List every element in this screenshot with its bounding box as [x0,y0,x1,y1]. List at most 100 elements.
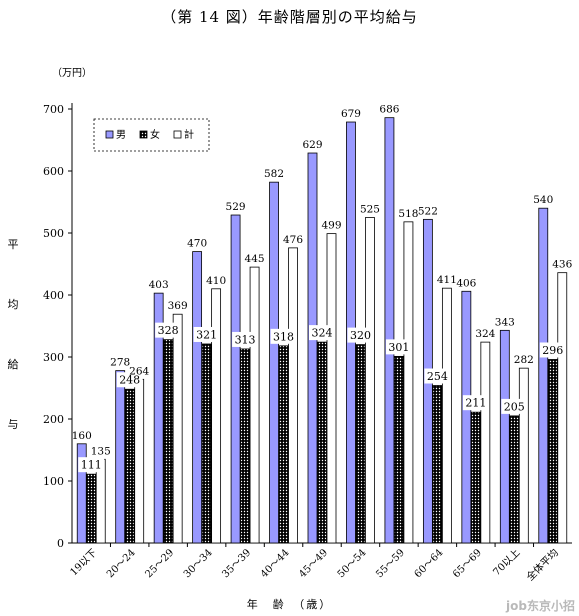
data-label: 254 [427,370,448,383]
data-label-bg [232,331,259,347]
legend-swatch [139,130,148,139]
data-label: 313 [235,333,256,346]
data-label: 205 [504,400,525,413]
data-label: 369 [168,300,188,312]
data-label-bg [193,326,220,342]
data-label: 406 [456,277,476,289]
bar-total [326,233,337,544]
bar-female [240,348,250,544]
x-tick-label: 全体平均 [523,546,560,583]
bar-male [384,117,395,544]
bar-total [365,217,375,544]
data-label-bg [385,339,412,355]
bar-male [153,292,164,544]
x-tick-label: 40～44 [259,547,292,580]
bar-female [317,341,327,544]
legend-swatch [105,130,114,139]
bar-male [461,290,472,544]
bar-male [499,329,510,544]
y-tick-label: 200 [43,413,64,426]
x-tick-label: 55～59 [374,547,407,580]
y-tick-label: 0 [57,537,64,550]
data-label: 436 [552,259,572,271]
bar-male [269,181,279,544]
bar-total [172,313,183,544]
data-label: 160 [72,430,92,442]
data-label-bg [539,342,566,358]
bar-female [201,343,212,544]
y-tick-label: 700 [43,103,64,116]
x-tick-label: 19以下 [68,547,99,578]
x-tick-label: 70以上 [491,547,523,579]
bar-female [163,339,174,544]
x-tick-label: 65～69 [451,547,484,580]
data-label: 324 [312,327,333,340]
y-axis-label-char: 与 [7,418,19,431]
bar-male [192,251,203,544]
bar-female [547,359,558,544]
data-label: 410 [206,275,226,287]
data-label-bg [501,398,528,414]
data-label: 540 [533,194,553,206]
data-label: 248 [119,374,140,387]
bar-total [211,288,222,544]
data-label-bg [78,457,105,473]
legend-box [93,118,210,152]
data-label: 278 [110,357,130,369]
chart-title: （第 14 図）年齢階層別の平均給与 [161,8,418,26]
data-label: 318 [273,330,294,343]
bar-female [278,345,289,544]
bar-female [355,344,366,544]
data-label: 211 [465,397,486,410]
data-label: 582 [264,168,284,180]
bar-male [115,370,126,544]
bar-male [307,152,318,544]
x-tick-label: 45～49 [297,547,330,580]
bar-female [509,415,520,544]
bar-female [86,473,97,544]
legend-label: 計 [184,128,194,141]
data-label: 343 [495,316,515,328]
data-label: 470 [187,238,207,250]
y-tick-label: 100 [43,475,64,488]
x-axis-label: 年 齢 （歳） [246,598,333,611]
data-label: 296 [542,344,563,357]
watermark: job东京小招 [506,599,575,613]
bar-total [403,221,414,544]
data-label: 324 [475,328,495,340]
data-label: 518 [398,208,418,220]
data-label-bg [424,368,451,384]
bar-total [249,266,260,544]
bar-total [480,341,491,544]
y-axis-label-char: 給 [7,358,19,371]
data-label: 403 [149,279,169,291]
data-label-bg [347,327,374,343]
y-tick-label: 600 [43,165,64,178]
data-label: 686 [379,104,399,116]
data-label-bg [462,395,489,411]
data-label: 411 [437,274,457,286]
bar-female [394,355,404,544]
data-label: 476 [283,234,303,246]
legend-label: 女 [150,128,160,141]
data-label: 135 [91,445,111,457]
x-tick-label: 20～24 [105,547,138,580]
x-tick-label: 30～34 [182,547,215,580]
data-label: 320 [350,329,371,342]
y-axis-label: 平 均 給 与 [6,238,20,478]
x-tick-label: 35～39 [220,547,253,580]
y-axis-label-char: 平 [7,238,19,251]
data-label: 499 [321,220,341,232]
bar-total [557,272,568,544]
data-label: 529 [226,201,246,213]
bar-female [432,385,443,544]
bar-male [538,207,549,544]
bar-male [76,443,87,544]
bar-total [288,247,298,544]
bar-total [518,367,529,544]
data-label-bg [270,328,297,344]
bar-female [470,411,481,544]
x-tick-label: 50～54 [336,547,369,580]
legend-label: 男 [116,129,126,141]
